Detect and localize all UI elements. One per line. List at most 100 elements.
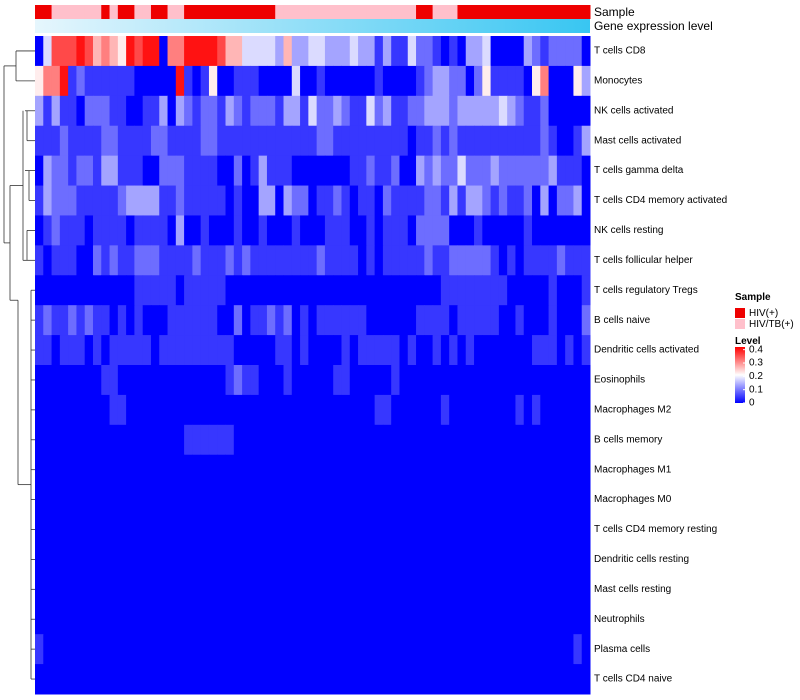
cell-t-cells-gamma-delta — [507, 155, 516, 187]
cell-mast-cells-activated — [449, 125, 458, 157]
cell-b-cells-naive — [184, 305, 193, 336]
cell-macrophages-m1 — [242, 454, 251, 486]
cell-mast-cells-resting — [109, 574, 119, 605]
cell-monocytes — [308, 65, 318, 97]
cell-macrophages-m1 — [308, 454, 318, 486]
cell-t-cells-cd8 — [134, 36, 144, 67]
cell-t-cells-cd4-memory-resting — [142, 514, 152, 545]
cell-neutrophils — [233, 604, 243, 635]
cell-neutrophils — [126, 604, 135, 635]
cell-plasma-cells — [167, 634, 177, 665]
cell-monocytes — [275, 65, 284, 97]
cell-b-cells-memory — [573, 424, 583, 456]
cell-t-cells-gamma-delta — [233, 155, 243, 187]
cell-macrophages-m1 — [548, 454, 558, 486]
cell-t-cells-cd8 — [59, 36, 69, 67]
cell-monocytes — [449, 65, 458, 97]
cell-t-cells-regulatory-tregs — [457, 275, 467, 306]
cell-plasma-cells — [200, 634, 210, 665]
cell-macrophages-m1 — [43, 454, 53, 486]
cell-t-cells-regulatory-tregs — [300, 275, 309, 306]
cell-t-cells-cd4-memory-activated — [449, 185, 458, 216]
cell-eosinophils — [548, 365, 558, 396]
cell-neutrophils — [200, 604, 210, 635]
cell-b-cells-naive — [532, 305, 541, 336]
cell-nk-cells-resting — [242, 215, 251, 246]
cell-t-cells-regulatory-tregs — [548, 275, 558, 306]
cell-nk-cells-resting — [581, 215, 591, 246]
cell-macrophages-m2 — [399, 394, 409, 426]
cell-dendritic-cells-activated — [266, 335, 276, 366]
cell-dendritic-cells-activated — [43, 335, 53, 366]
cell-t-cells-follicular-helper — [242, 245, 251, 276]
cell-nk-cells-activated — [474, 95, 483, 127]
cell-macrophages-m2 — [35, 394, 44, 426]
cell-mast-cells-activated — [117, 125, 127, 157]
cell-neutrophils — [283, 604, 293, 635]
cell-dendritic-cells-resting — [208, 544, 218, 575]
cell-t-cells-cd4-naive — [258, 664, 268, 695]
cell-t-cells-cd8 — [150, 36, 160, 67]
cell-nk-cells-activated — [457, 95, 467, 127]
cell-dendritic-cells-resting — [150, 544, 160, 575]
cell-b-cells-naive — [416, 305, 425, 336]
annotation-tracks — [35, 5, 591, 33]
cell-t-cells-follicular-helper — [548, 245, 558, 276]
cell-dendritic-cells-resting — [167, 544, 177, 575]
cell-nk-cells-activated — [581, 95, 591, 127]
cell-t-cells-cd8 — [101, 36, 111, 67]
cell-dendritic-cells-activated — [51, 335, 61, 366]
cell-dendritic-cells-activated — [382, 335, 392, 366]
cell-nk-cells-resting — [482, 215, 492, 246]
cell-monocytes — [358, 65, 367, 97]
cell-t-cells-gamma-delta — [217, 155, 227, 187]
cell-b-cells-memory — [548, 424, 558, 456]
cell-t-cells-gamma-delta — [225, 155, 235, 187]
cell-eosinophils — [366, 365, 376, 396]
cell-mast-cells-activated — [540, 125, 550, 157]
cell-dendritic-cells-resting — [275, 544, 284, 575]
cell-t-cells-cd4-memory-resting — [175, 514, 185, 545]
cell-macrophages-m0 — [374, 484, 384, 516]
cell-t-cells-gamma-delta — [498, 155, 508, 187]
cell-t-cells-regulatory-tregs — [142, 275, 152, 306]
sample-track-cell — [184, 5, 193, 19]
sample-track-cell — [308, 5, 318, 19]
cell-b-cells-memory — [167, 424, 177, 456]
sample-track-cell — [523, 5, 533, 19]
cell-t-cells-cd4-memory-resting — [275, 514, 284, 545]
cell-t-cells-gamma-delta — [250, 155, 260, 187]
cell-neutrophils — [192, 604, 202, 635]
cell-t-cells-follicular-helper — [498, 245, 508, 276]
cell-monocytes — [126, 65, 135, 97]
cell-eosinophils — [474, 365, 483, 396]
cell-t-cells-regulatory-tregs — [308, 275, 318, 306]
cell-macrophages-m0 — [283, 484, 293, 516]
cell-t-cells-follicular-helper — [266, 245, 276, 276]
cell-t-cells-cd8 — [291, 36, 301, 67]
cell-t-cells-gamma-delta — [449, 155, 458, 187]
cell-monocytes — [283, 65, 293, 97]
cell-plasma-cells — [150, 634, 160, 665]
cell-plasma-cells — [101, 634, 111, 665]
cell-t-cells-cd4-naive — [101, 664, 111, 695]
sample-track-cell — [300, 5, 309, 19]
cell-dendritic-cells-activated — [300, 335, 309, 366]
cell-monocytes — [184, 65, 193, 97]
cell-plasma-cells — [283, 634, 293, 665]
cell-macrophages-m0 — [498, 484, 508, 516]
cell-dendritic-cells-activated — [424, 335, 434, 366]
cell-nk-cells-resting — [515, 215, 525, 246]
cell-t-cells-cd4-memory-resting — [109, 514, 119, 545]
cell-macrophages-m0 — [540, 484, 550, 516]
cell-t-cells-cd8 — [374, 36, 384, 67]
cell-b-cells-memory — [532, 424, 541, 456]
cell-t-cells-cd8 — [192, 36, 202, 67]
cell-macrophages-m1 — [233, 454, 243, 486]
cell-mast-cells-resting — [424, 574, 434, 605]
cell-t-cells-cd4-memory-resting — [43, 514, 53, 545]
cell-t-cells-regulatory-tregs — [374, 275, 384, 306]
cell-macrophages-m2 — [242, 394, 251, 426]
cell-t-cells-cd8 — [532, 36, 541, 67]
